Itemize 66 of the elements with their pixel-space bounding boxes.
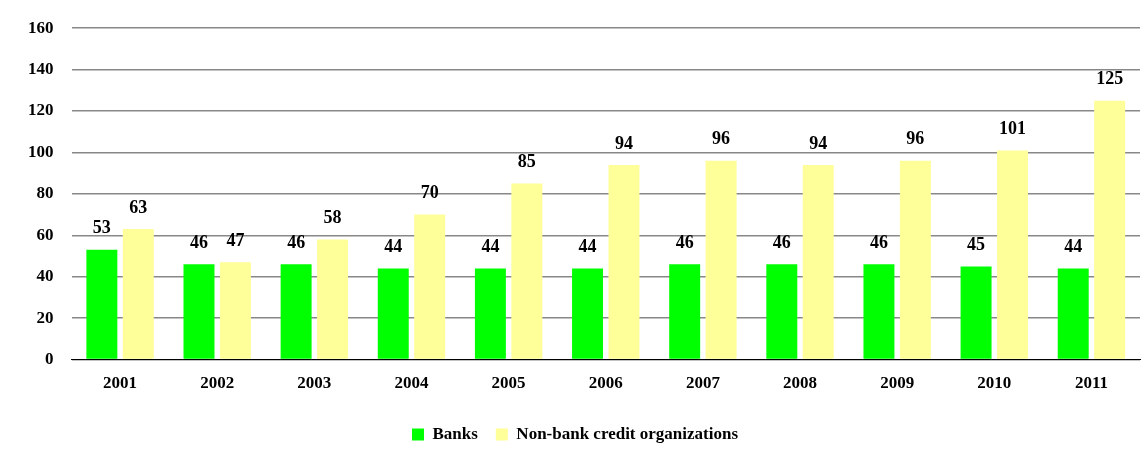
y-tick-label: 80 — [36, 183, 54, 203]
data-label: 96 — [906, 128, 925, 149]
bar — [1094, 100, 1126, 359]
data-label: 46 — [189, 231, 208, 252]
data-label: 53 — [92, 217, 111, 238]
bar — [414, 214, 446, 359]
y-tick-label: 120 — [28, 100, 54, 120]
data-label: 44 — [384, 236, 403, 257]
data-label: 94 — [614, 132, 633, 153]
data-label: 94 — [809, 132, 828, 153]
x-tick-label: 2009 — [880, 373, 915, 393]
data-label: 85 — [517, 151, 536, 172]
bar — [1057, 268, 1089, 359]
y-tick-label: 140 — [28, 59, 54, 79]
x-tick-label: 2010 — [977, 373, 1012, 393]
bar — [705, 160, 737, 359]
bar — [280, 264, 312, 359]
data-label: 46 — [869, 231, 888, 252]
bar — [377, 268, 409, 359]
data-label: 44 — [481, 236, 500, 257]
y-tick-label: 60 — [36, 224, 54, 244]
bar — [608, 164, 640, 359]
bar — [960, 266, 992, 359]
x-tick-label: 2003 — [297, 373, 332, 393]
data-label: 63 — [129, 196, 148, 217]
bar — [183, 264, 215, 359]
data-label: 58 — [323, 207, 342, 228]
bar — [474, 268, 506, 359]
y-tick-label: 20 — [36, 307, 54, 327]
y-tick-label: 100 — [28, 141, 54, 161]
bar — [669, 264, 701, 359]
data-label: 101 — [999, 118, 1027, 139]
bar — [122, 229, 154, 359]
bar — [219, 262, 251, 359]
x-tick-label: 2002 — [200, 373, 235, 393]
legend-label: Non-bank credit organizations — [516, 423, 739, 443]
bar — [317, 239, 349, 359]
data-label: 70 — [420, 182, 439, 203]
bar — [511, 183, 543, 359]
x-tick-label: 2011 — [1074, 373, 1108, 393]
data-label: 45 — [967, 234, 986, 255]
x-tick-label: 2005 — [491, 373, 526, 393]
x-tick-label: 2007 — [685, 373, 721, 393]
legend-label: Banks — [432, 423, 479, 443]
y-tick-label: 40 — [36, 266, 54, 286]
x-tick-label: 2008 — [783, 373, 818, 393]
data-label: 96 — [712, 128, 731, 149]
bar — [863, 264, 895, 359]
bar — [802, 164, 834, 359]
data-label: 46 — [287, 231, 306, 252]
y-tick-label: 0 — [45, 348, 54, 368]
bar — [997, 150, 1028, 359]
bar — [86, 249, 118, 359]
x-tick-label: 2006 — [588, 373, 623, 393]
data-label: 47 — [226, 229, 245, 250]
bar — [572, 268, 604, 359]
x-tick-label: 2004 — [394, 373, 429, 393]
y-tick-label: 160 — [28, 17, 54, 37]
data-label: 44 — [1064, 236, 1083, 257]
x-tick-label: 2001 — [103, 373, 138, 393]
data-label: 46 — [772, 231, 791, 252]
data-label: 125 — [1096, 68, 1124, 89]
bar — [899, 160, 931, 359]
data-label: 44 — [578, 236, 597, 257]
bar — [766, 264, 798, 359]
data-label: 46 — [675, 231, 694, 252]
